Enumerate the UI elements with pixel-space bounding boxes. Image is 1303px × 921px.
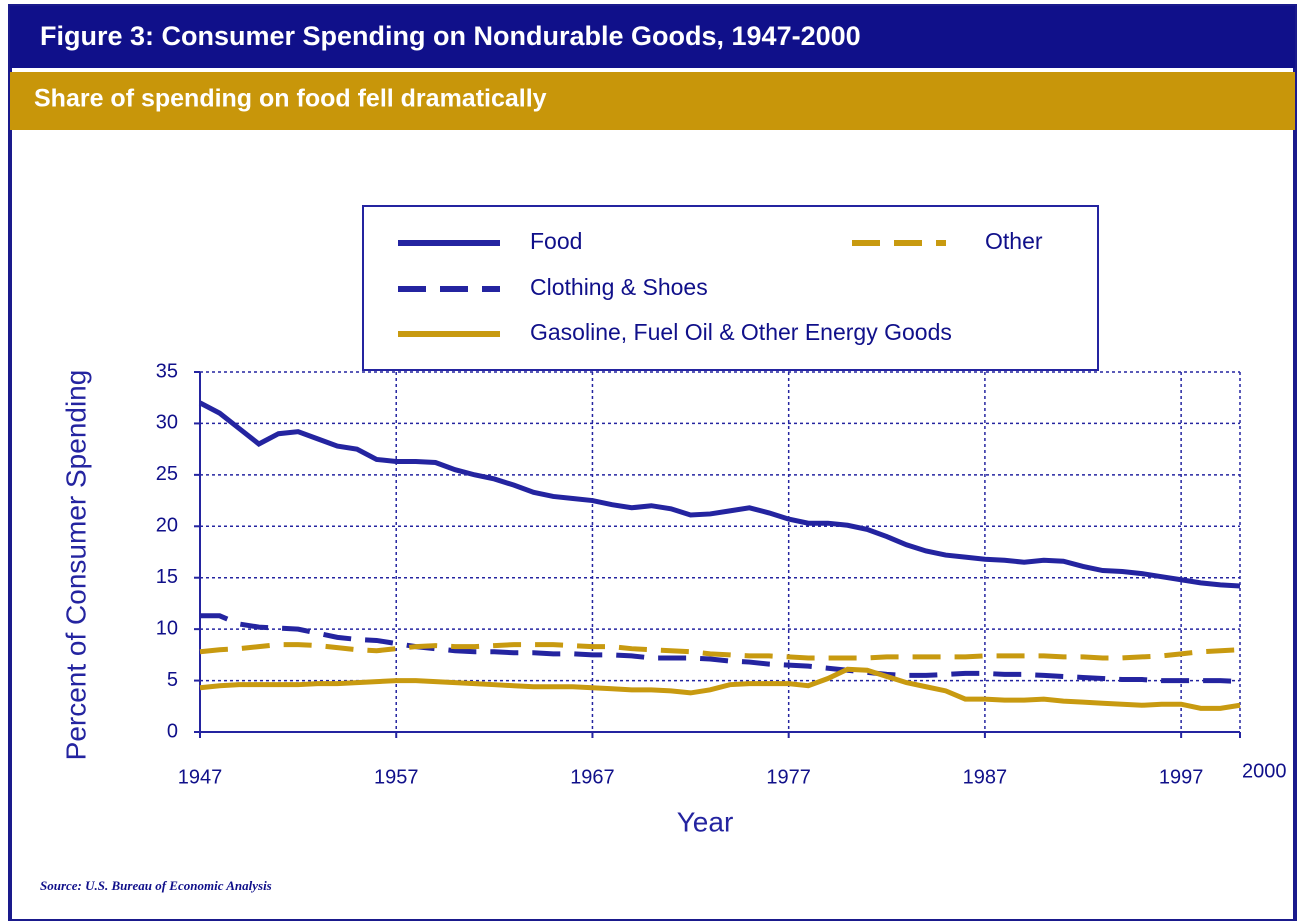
chart-title: Figure 3: Consumer Spending on Nondurabl…	[40, 21, 861, 51]
x-tick-label: 2000	[1242, 760, 1287, 782]
legend-label: Clothing & Shoes	[530, 274, 708, 300]
series-line	[200, 613, 1241, 685]
subtitle-bar	[10, 72, 1295, 130]
y-tick-label: 35	[156, 360, 178, 382]
title-bar	[10, 6, 1295, 68]
x-tick-label: 1997	[1159, 766, 1204, 788]
y-tick-label: 30	[156, 412, 178, 434]
x-tick-label: 1967	[570, 766, 615, 788]
x-tick-label: 1947	[178, 766, 223, 788]
x-axis-label: Year	[677, 806, 734, 837]
legend-label: Other	[985, 228, 1043, 254]
x-tick-label: 1957	[374, 766, 419, 788]
legend-box	[362, 205, 1099, 371]
series-line	[199, 666, 1241, 711]
y-tick-label: 20	[156, 515, 178, 537]
y-tick-label: 5	[167, 669, 178, 691]
legend-label: Gasoline, Fuel Oil & Other Energy Goods	[530, 319, 952, 345]
y-tick-label: 10	[156, 617, 178, 639]
frame	[8, 4, 1297, 921]
legend-label: Food	[530, 228, 582, 254]
y-tick-label: 15	[156, 566, 178, 588]
x-tick-label: 1987	[963, 766, 1008, 788]
series-line	[199, 642, 1241, 661]
source: Source: U.S. Bureau of Economic Analysis	[40, 878, 272, 893]
y-axis-label: Percent of Consumer Spending	[60, 370, 91, 761]
series-line	[198, 400, 1241, 589]
chart-subtitle: Share of spending on food fell dramatica…	[34, 85, 547, 113]
x-tick-label: 1977	[766, 766, 811, 788]
y-tick-label: 0	[167, 720, 178, 742]
y-tick-label: 25	[156, 463, 178, 485]
